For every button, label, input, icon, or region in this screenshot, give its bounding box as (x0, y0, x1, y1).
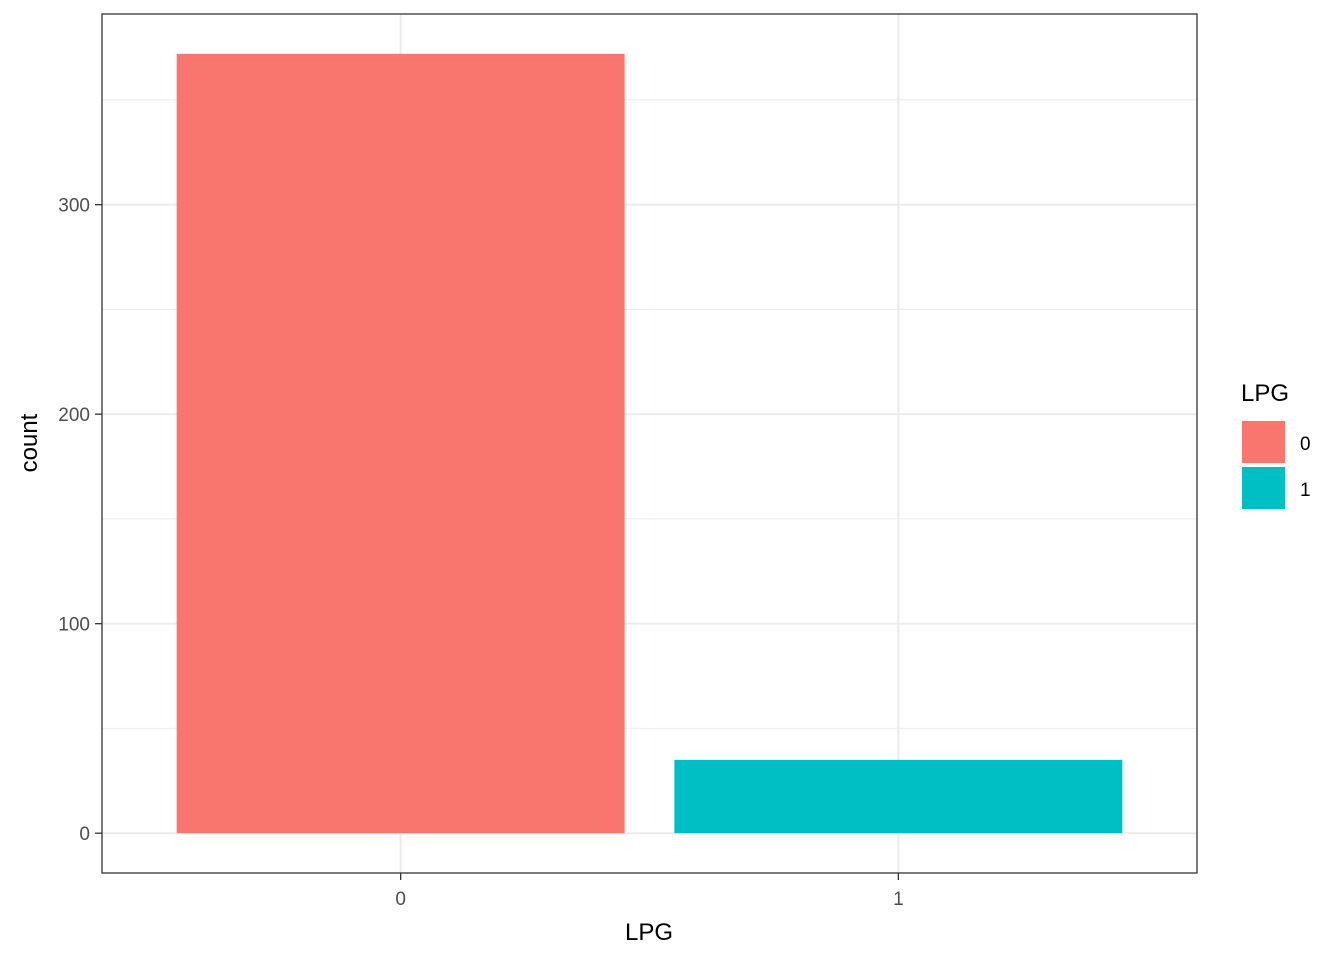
legend-key-0 (1242, 421, 1285, 463)
legend-label-0: 0 (1300, 434, 1311, 455)
bars (176, 53, 1123, 834)
legend-label-1: 1 (1300, 480, 1311, 501)
y-tick-label: 200 (58, 405, 90, 426)
x-tick-label: 1 (893, 889, 904, 910)
y-axis-title: count (16, 413, 43, 472)
bar-0 (176, 53, 625, 834)
legend-key-1 (1242, 467, 1285, 509)
y-tick-label: 300 (58, 196, 90, 217)
x-tick-label: 0 (395, 889, 406, 910)
y-tick-label: 100 (58, 615, 90, 636)
bar-1 (674, 759, 1123, 834)
y-axis: 0 100 200 300 (58, 196, 102, 845)
legend-title: LPG (1241, 380, 1289, 407)
y-tick-label: 0 (79, 824, 90, 845)
plot-border (101, 13, 1198, 874)
legend: LPG 0 1 (1241, 380, 1311, 509)
x-axis-title: LPG (625, 919, 673, 946)
